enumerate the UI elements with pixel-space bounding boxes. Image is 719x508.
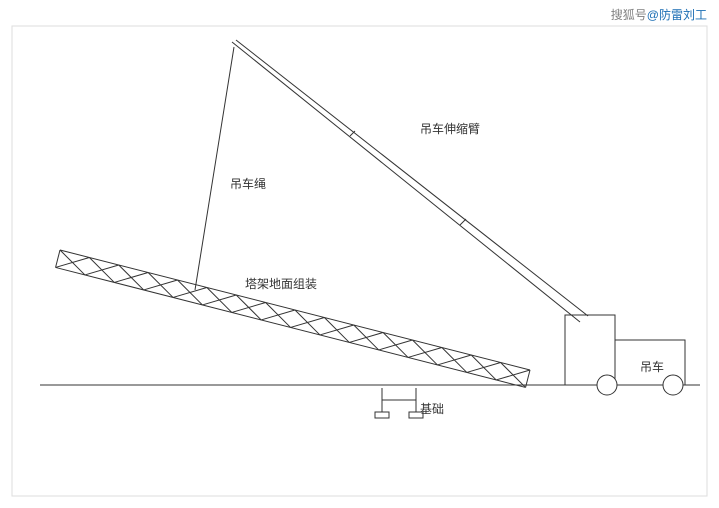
label-crane: 吊车 bbox=[640, 358, 664, 375]
label-rope: 吊车绳 bbox=[230, 175, 266, 192]
label-tower: 塔架地面组装 bbox=[245, 275, 317, 292]
label-boom: 吊车伸缩臂 bbox=[420, 120, 480, 137]
label-foundation: 基础 bbox=[420, 400, 444, 417]
crane-diagram bbox=[0, 0, 719, 508]
